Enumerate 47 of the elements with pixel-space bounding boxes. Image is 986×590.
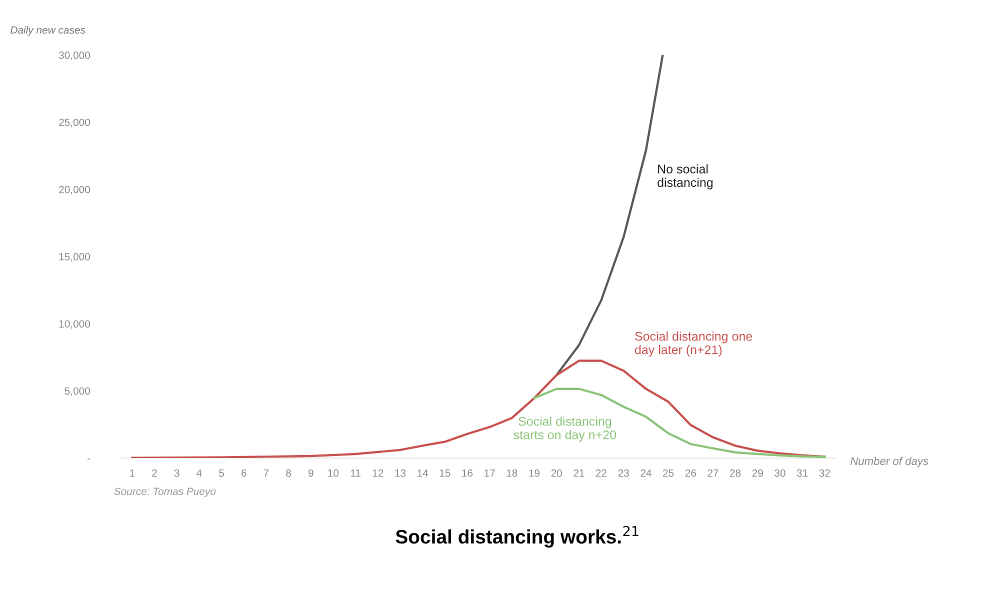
x-axis-title: Number of days [850,456,928,468]
x-tick-label: 11 [350,470,360,477]
y-tick-label: - [87,458,90,460]
x-tick-label: 2 [152,469,157,477]
x-tick-label: 20 [551,469,562,477]
text: Social distancing works.$^{21}$ [396,526,638,548]
x-tick-label: 16 [462,469,473,477]
x-tick-label: 10 [328,469,339,477]
series-label: Social distancing one day later (n+21) [635,332,752,357]
x-tick-label: 32 [819,469,830,477]
series-label: No social distancing [658,164,713,190]
x-tick-label: 27 [708,469,718,477]
x-tick-label: 4 [196,470,202,477]
x-tick-label: 14 [418,470,428,477]
x-tick-label: 8 [286,469,291,477]
x-tick-label: 24 [640,469,652,477]
x-tick-label: 13 [395,469,406,477]
y-tick-label: 5,000 [64,387,90,396]
x-tick-label: 18 [506,469,518,477]
y-tick-label: 20,000 [59,186,90,194]
y-tick-label: 10,000 [59,320,90,329]
x-tick-label: 26 [685,469,696,477]
x-tick-label: 21 [574,469,584,477]
x-tick-label: 7 [264,470,269,477]
x-tick-label: 28 [730,469,741,477]
source-note: Source: Tomas Pueyo [114,488,216,498]
x-tick-label: 29 [752,469,763,477]
y-tick-label: 30,000 [58,52,90,60]
x-tick-label: 17 [484,470,495,477]
y-tick-label: 15,000 [59,253,90,262]
x-tick-label: 12 [372,469,384,477]
x-tick-label: 30 [774,469,786,477]
series-label: Social distancing starts on day n+20 [514,416,616,442]
x-tick-label: 25 [663,469,674,477]
y-axis-title: Daily new cases [10,26,86,36]
x-tick-label: 31 [796,469,808,477]
x-tick-label: 6 [241,469,246,477]
x-tick-label: 1 [130,470,135,477]
x-tick-label: 22 [596,469,607,477]
y-tick-label: 25,000 [59,118,90,128]
x-tick-label: 23 [618,469,629,477]
x-tick-label: 5 [219,470,224,477]
x-tick-label: 19 [529,469,540,477]
line-series [131,360,826,458]
x-tick-label: 3 [174,469,180,477]
x-tick-label: 15 [440,470,450,477]
x-tick-label: 9 [308,469,314,477]
